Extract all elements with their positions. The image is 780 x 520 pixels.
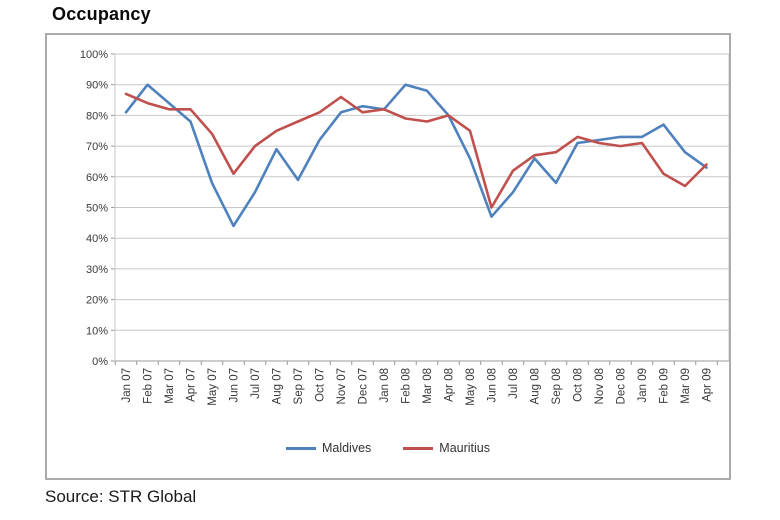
legend-item-maldives: Maldives	[285, 441, 372, 455]
line-plot: 100% 90% 80% 70% 60% 50% 40% 30% 20% 10% 0% Jan 07 F…	[80, 49, 729, 406]
svg-text:Jan 09: Jan 09	[637, 368, 649, 403]
svg-text:Jun 08: Jun 08	[487, 368, 499, 403]
svg-text:60%: 60%	[86, 172, 108, 184]
svg-text:Mar 08: Mar 08	[422, 368, 434, 404]
svg-text:50%: 50%	[86, 203, 108, 215]
legend-label-maldives: Maldives	[321, 441, 372, 455]
svg-text:20%: 20%	[86, 295, 108, 307]
svg-text:0%: 0%	[92, 356, 108, 368]
svg-text:Jan 08: Jan 08	[379, 368, 391, 403]
svg-text:Jul 08: Jul 08	[508, 368, 520, 399]
svg-text:Feb 08: Feb 08	[401, 368, 413, 404]
svg-text:90%: 90%	[86, 80, 108, 92]
svg-text:Sep 08: Sep 08	[551, 368, 563, 404]
svg-text:Feb 09: Feb 09	[659, 368, 671, 404]
svg-text:Jul 07: Jul 07	[250, 368, 262, 399]
legend-item-mauritius: Mauritius	[403, 441, 490, 455]
svg-text:Aug 08: Aug 08	[530, 368, 542, 404]
svg-text:30%: 30%	[86, 264, 108, 276]
svg-text:100%: 100%	[80, 49, 108, 61]
svg-text:Apr 09: Apr 09	[702, 368, 714, 402]
legend-label-mauritius: Mauritius	[439, 441, 491, 455]
svg-text:Apr 08: Apr 08	[444, 368, 456, 402]
svg-text:Mar 07: Mar 07	[164, 368, 176, 404]
svg-text:Aug 07: Aug 07	[272, 368, 284, 404]
svg-text:Nov 07: Nov 07	[336, 368, 348, 404]
svg-text:Dec 07: Dec 07	[358, 368, 370, 404]
svg-text:Oct 08: Oct 08	[573, 368, 585, 402]
mauritius-line-swatch	[403, 446, 434, 450]
svg-text:Dec 08: Dec 08	[616, 368, 628, 404]
svg-text:Jan 07: Jan 07	[121, 368, 133, 403]
svg-text:40%: 40%	[86, 233, 108, 245]
svg-text:10%: 10%	[86, 325, 108, 337]
svg-text:Feb 07: Feb 07	[143, 368, 155, 404]
svg-text:May 08: May 08	[465, 368, 477, 406]
svg-text:Jun 07: Jun 07	[229, 368, 241, 403]
svg-text:May 07: May 07	[207, 368, 219, 406]
svg-text:Sep 07: Sep 07	[293, 368, 305, 404]
chart-plot-area: 100% 90% 80% 70% 60% 50% 40% 30% 20% 10% 0% Jan 07 F…	[45, 33, 731, 480]
legend: Maldives Mauritius	[47, 441, 729, 455]
maldives-line-swatch	[285, 446, 316, 450]
svg-text:Mar 09: Mar 09	[680, 368, 692, 404]
svg-text:Oct 07: Oct 07	[315, 368, 327, 402]
svg-text:70%: 70%	[86, 141, 108, 153]
svg-text:Nov 08: Nov 08	[594, 368, 606, 404]
source-note: Source: STR Global	[45, 487, 197, 506]
chart-title: Occupancy	[52, 4, 151, 24]
svg-text:80%: 80%	[86, 110, 108, 122]
svg-text:Apr 07: Apr 07	[186, 368, 198, 402]
